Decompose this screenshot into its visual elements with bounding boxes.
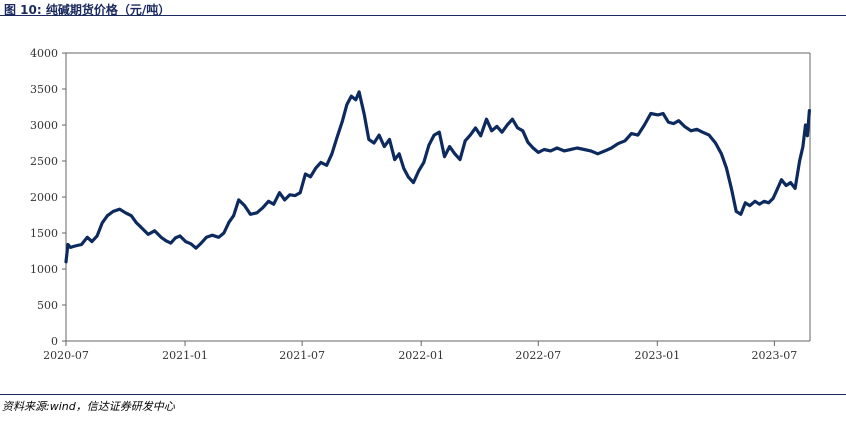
y-tick-label: 0 xyxy=(51,335,58,348)
y-tick-label: 1500 xyxy=(30,227,58,240)
x-tick-label: 2022-07 xyxy=(515,349,561,362)
y-tick-label: 3000 xyxy=(30,119,58,132)
y-tick-label: 500 xyxy=(37,299,58,312)
x-tick-label: 2020-07 xyxy=(43,349,89,362)
x-tick-label: 2021-01 xyxy=(162,349,208,362)
top-divider xyxy=(0,15,846,16)
y-tick-label: 2000 xyxy=(30,191,58,204)
x-tick-label: 2021-07 xyxy=(279,349,325,362)
y-tick-label: 4000 xyxy=(30,47,58,60)
chart-axes: 0 500 1000 1500 2000 2500 3000 3500 4000 2020-07 2… xyxy=(30,47,811,362)
y-tick-label: 3500 xyxy=(30,83,58,96)
source-note: 资料来源:wind，信达证券研发中心 xyxy=(2,400,175,413)
y-tick-label: 1000 xyxy=(30,263,58,276)
x-tick-label: 2023-07 xyxy=(752,349,798,362)
figure-title: 图 10: 纯碱期货价格（元/吨） xyxy=(4,3,171,17)
x-tick-label: 2022-01 xyxy=(398,349,444,362)
y-tick-label: 2500 xyxy=(30,155,58,168)
x-tick-label: 2023-01 xyxy=(634,349,680,362)
chart-plot-area xyxy=(64,90,812,264)
series-line xyxy=(64,90,812,264)
bottom-divider xyxy=(0,394,846,395)
